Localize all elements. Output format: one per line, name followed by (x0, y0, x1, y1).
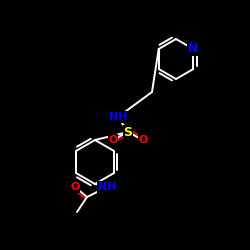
Text: O: O (108, 135, 118, 145)
Text: S: S (124, 126, 132, 138)
Text: N: N (188, 42, 198, 56)
Text: O: O (70, 182, 80, 192)
Text: NH: NH (98, 182, 116, 192)
Text: NH: NH (109, 112, 127, 122)
Text: O: O (138, 135, 148, 145)
